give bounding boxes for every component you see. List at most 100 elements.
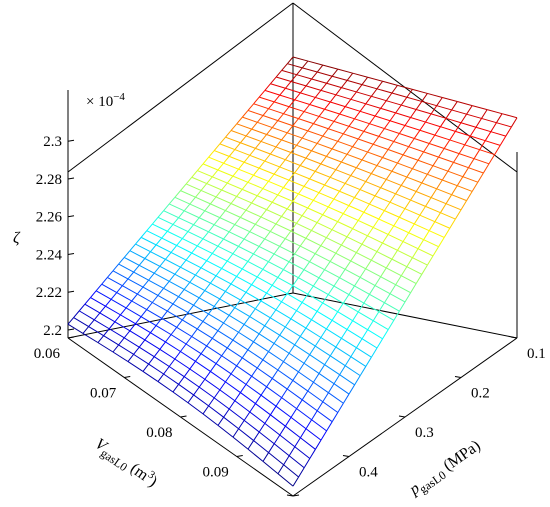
mesh-line-p — [434, 212, 441, 222]
mesh-line-p — [277, 361, 284, 371]
mesh-line-p — [279, 87, 286, 96]
mesh-line-p — [297, 269, 305, 278]
mesh-line-p — [339, 365, 346, 375]
mesh-line-p — [344, 260, 352, 270]
mesh-line-v — [354, 118, 370, 125]
mesh-line-p — [187, 304, 194, 313]
mesh-line-v — [300, 437, 316, 450]
mesh-line-p — [151, 295, 159, 303]
mesh-line-p — [170, 326, 178, 335]
mesh-line-v — [122, 285, 138, 295]
mesh-line-p — [406, 89, 413, 98]
mesh-line-v — [172, 391, 189, 404]
z-tick — [67, 177, 75, 180]
mesh-line-p — [142, 279, 149, 288]
mesh-line-p — [189, 196, 196, 205]
mesh-line-p — [415, 182, 423, 192]
mesh-line-v — [125, 307, 142, 318]
mesh-line-v — [421, 182, 437, 190]
mesh-line-p — [333, 113, 340, 122]
mesh-line-p — [146, 302, 153, 310]
mesh-line-p — [475, 118, 482, 128]
mesh-line-v — [350, 175, 366, 183]
mesh-line-p — [309, 171, 316, 180]
mesh-line-p — [230, 365, 238, 375]
mesh-line-p — [243, 411, 251, 421]
mesh-line-v — [346, 153, 363, 161]
mesh-line-v — [174, 358, 191, 370]
mesh-line-v — [345, 106, 361, 112]
mesh-line-v — [391, 92, 407, 98]
mesh-line-v — [135, 323, 151, 334]
mesh-line-v — [251, 202, 267, 211]
mesh-line-v — [146, 230, 162, 239]
mesh-line-p — [370, 165, 378, 174]
mesh-line-v — [434, 134, 450, 141]
mesh-line-v — [189, 281, 206, 291]
mesh-line-p — [402, 146, 410, 156]
mesh-line-p — [342, 126, 350, 135]
mesh-line-v — [288, 106, 305, 113]
mesh-line-p — [219, 291, 226, 300]
mesh-line-v — [236, 195, 252, 204]
mesh-line-p — [155, 237, 163, 246]
mesh-line-p — [208, 397, 215, 407]
mesh-line-p — [195, 353, 202, 362]
mesh-line-p — [279, 238, 286, 247]
mesh-line-p — [226, 253, 234, 262]
mesh-line-v — [221, 189, 237, 197]
mesh-line-p — [363, 294, 370, 304]
mesh-line-v — [255, 223, 271, 232]
z-tick-label: 2.3 — [43, 134, 62, 150]
mesh-line-v — [227, 260, 243, 270]
mesh-line-p — [273, 434, 281, 445]
mesh-line-v — [245, 291, 262, 302]
mesh-line-p — [223, 408, 230, 418]
mesh-line-p — [73, 310, 80, 318]
mesh-line-p — [290, 408, 298, 418]
mesh-line-v — [215, 275, 232, 285]
mesh-line-p — [436, 179, 443, 190]
mesh-line-v — [279, 245, 295, 255]
mesh-line-v — [470, 135, 486, 142]
mesh-line-v — [337, 221, 353, 230]
mesh-line-v — [290, 230, 307, 239]
mesh-line-v — [253, 103, 269, 110]
mesh-line-p — [469, 126, 477, 137]
mesh-line-v — [270, 83, 286, 89]
mesh-line-v — [445, 117, 462, 124]
mesh-line-p — [340, 236, 348, 246]
mesh-line-p — [329, 346, 337, 357]
mesh-line-v — [206, 183, 222, 191]
mesh-line-p — [230, 123, 238, 131]
mesh-line-p — [329, 169, 337, 178]
mesh-line-v — [384, 302, 400, 312]
mesh-line-p — [404, 199, 411, 209]
mesh-line-v — [167, 310, 183, 321]
mesh-line-v — [193, 304, 209, 315]
mesh-line-v — [230, 130, 247, 137]
mesh-line-v — [296, 74, 312, 80]
mesh-line-v — [285, 425, 301, 439]
mesh-line-p — [454, 209, 462, 220]
mesh-line-p — [428, 221, 436, 231]
mesh-line-p — [369, 115, 376, 124]
mesh-line-p — [266, 284, 273, 294]
mesh-line-v — [283, 269, 299, 279]
mesh-line-p — [273, 334, 281, 344]
mesh-line-v — [258, 245, 275, 255]
mesh-line-p — [395, 185, 402, 195]
mesh-line-v — [229, 155, 245, 163]
mesh-line-v — [320, 89, 337, 96]
mesh-line-v — [335, 94, 351, 100]
mesh-line-p — [286, 56, 294, 65]
mesh-line-p — [264, 153, 271, 162]
mesh-line-v — [144, 258, 161, 267]
mesh-line-v — [189, 203, 206, 212]
mesh-line-p — [393, 310, 400, 321]
mesh-line-p — [125, 300, 133, 309]
mesh-line-p — [114, 314, 121, 323]
mesh-line-v — [116, 292, 132, 302]
mesh-line-p — [309, 345, 316, 355]
mesh-line-p — [268, 101, 275, 110]
